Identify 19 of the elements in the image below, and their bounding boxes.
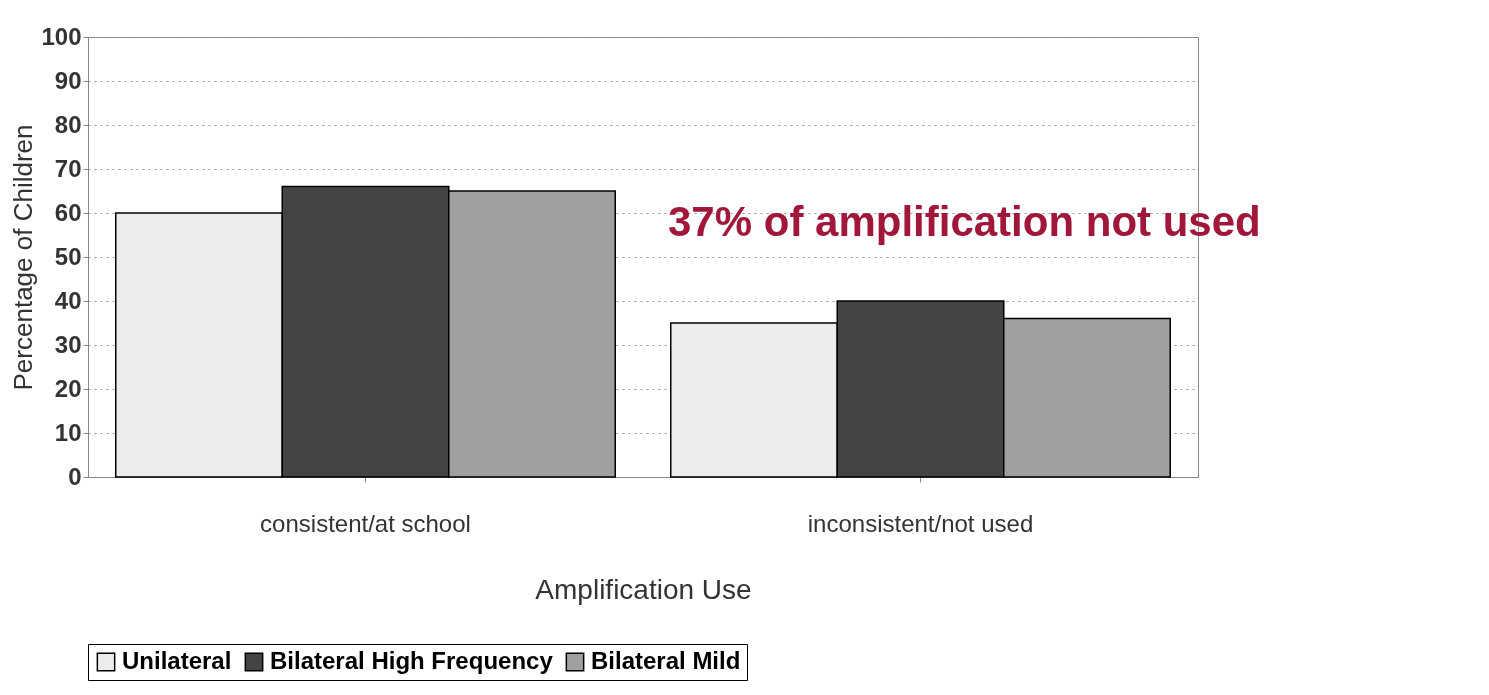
annotation: 37% of amplification not used	[668, 198, 1261, 245]
y-tick-label: 10	[54, 418, 82, 446]
y-tick-label: 40	[54, 286, 82, 314]
y-tick-label: 80	[54, 110, 82, 138]
y-tick-label: 50	[54, 242, 82, 270]
y-axis-title: Percentage of Children	[8, 124, 39, 391]
x-tick-label: inconsistent/not used	[807, 509, 1034, 537]
y-tick-label: 0	[68, 462, 82, 490]
y-tick-label: 90	[54, 66, 82, 94]
legend-label: Unilateral	[122, 647, 232, 674]
legend-label: Bilateral Mild	[591, 647, 741, 674]
x-tick-label: consistent/at school	[260, 509, 471, 537]
y-tick-label: 70	[54, 154, 82, 182]
y-tick-label: 60	[54, 198, 82, 226]
legend-label: Bilateral High Frequency	[270, 647, 554, 674]
y-tick-label: 100	[41, 22, 82, 50]
x-axis-title: Amplification Use	[535, 573, 752, 605]
y-tick-label: 20	[54, 374, 82, 402]
y-tick-label: 30	[54, 330, 82, 358]
